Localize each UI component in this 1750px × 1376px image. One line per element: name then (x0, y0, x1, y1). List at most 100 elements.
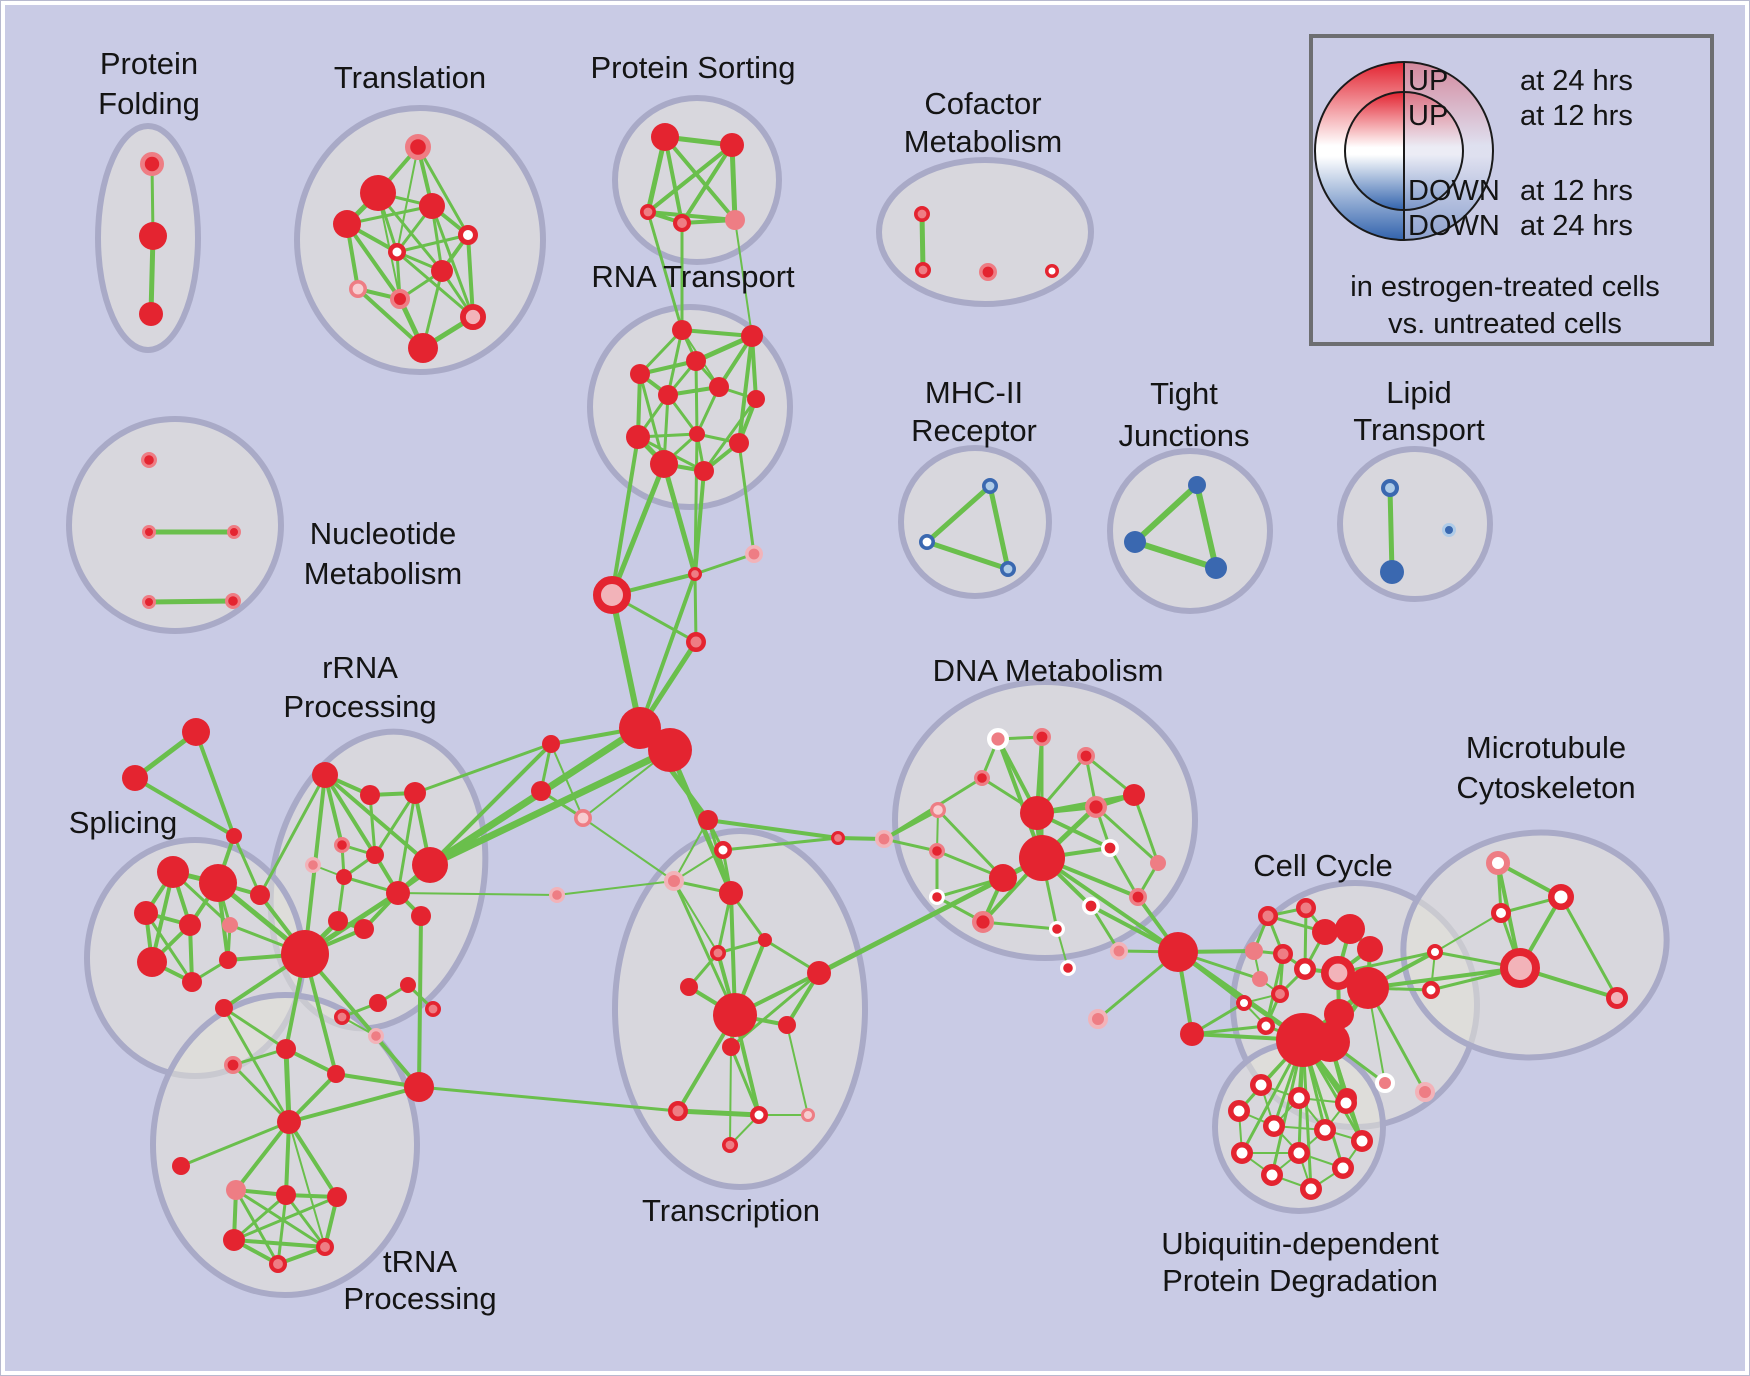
dna-node-17[interactable] (1048, 920, 1065, 937)
rna-transport-node-0[interactable] (672, 320, 692, 340)
cofactor-node-2[interactable] (978, 262, 997, 281)
connectors-node-0[interactable] (831, 831, 846, 846)
transcription-node-14[interactable] (721, 1137, 738, 1154)
rna-transport-node-10[interactable] (650, 450, 678, 478)
dna-node-20[interactable] (1059, 959, 1076, 976)
protein-sorting-node-1[interactable] (720, 133, 744, 157)
dna-node-14[interactable] (928, 888, 945, 905)
dna-node-8[interactable] (989, 864, 1017, 892)
transcription-node-9[interactable] (778, 1016, 796, 1034)
cell-cycle-node-0[interactable] (1258, 906, 1278, 926)
trna-node-1[interactable] (172, 1157, 190, 1175)
splicing-node-9[interactable] (182, 972, 202, 992)
trna-node-5[interactable] (223, 1229, 245, 1251)
transcription-node-7[interactable] (680, 978, 698, 996)
dna-node-22[interactable] (1180, 1022, 1204, 1046)
transcription-node-2[interactable] (664, 871, 684, 891)
rrna-node-21[interactable] (424, 1000, 441, 1017)
dna-node-9[interactable] (1084, 796, 1107, 819)
translation-node-8[interactable] (390, 289, 410, 309)
cofactor-node-3[interactable] (1045, 264, 1059, 278)
trna-node-7[interactable] (268, 1255, 287, 1274)
rna-transport-node-7[interactable] (626, 425, 650, 449)
hub-node-4[interactable] (619, 707, 661, 749)
dna-node-21[interactable] (1088, 1009, 1108, 1029)
microtubule-node-3[interactable] (1427, 944, 1443, 960)
ubiquitin-node-9[interactable] (1332, 1157, 1354, 1179)
translation-node-5[interactable] (388, 243, 406, 261)
lipid-node-2[interactable] (1380, 560, 1404, 584)
rrna-node-2[interactable] (404, 782, 426, 804)
transcription-node-12[interactable] (750, 1106, 768, 1124)
splicing-node-4[interactable] (199, 864, 237, 902)
transcription-node-10[interactable] (722, 1038, 740, 1056)
rrna-node-7[interactable] (386, 881, 410, 905)
cell-cycle-node-5[interactable] (1245, 942, 1263, 960)
rrna-node-14[interactable] (224, 1056, 243, 1075)
nucleotide-node-4[interactable] (225, 592, 242, 609)
rrna-node-20[interactable] (400, 977, 416, 993)
cofactor-node-0[interactable] (913, 206, 930, 223)
ubiquitin-node-5[interactable] (1314, 1119, 1336, 1141)
rna-transport-node-1[interactable] (741, 325, 763, 347)
ubiquitin-node-11[interactable] (1300, 1178, 1322, 1200)
dna-node-15[interactable] (972, 911, 995, 934)
trna-node-0[interactable] (277, 1110, 301, 1134)
nucleotide-node-0[interactable] (141, 452, 158, 469)
cell-cycle-node-13[interactable] (1324, 999, 1354, 1029)
splicing-node-0[interactable] (182, 718, 210, 746)
dna-node-5[interactable] (928, 842, 945, 859)
translation-node-3[interactable] (333, 210, 361, 238)
trna-node-2[interactable] (226, 1180, 246, 1200)
hub-node-2[interactable] (744, 544, 763, 563)
rrna-node-17[interactable] (333, 1008, 350, 1025)
rna-transport-node-2[interactable] (686, 351, 706, 371)
hub-node-5[interactable] (648, 728, 692, 772)
cell-cycle-node-2[interactable] (1312, 919, 1338, 945)
transcription-node-5[interactable] (709, 944, 726, 961)
rrna-node-10[interactable] (354, 919, 374, 939)
transcription-node-6[interactable] (807, 961, 831, 985)
cell-cycle-node-16[interactable] (1310, 1022, 1350, 1062)
dna-node-13[interactable] (1129, 887, 1148, 906)
transcription-node-1[interactable] (714, 841, 732, 859)
hub-node-0[interactable] (593, 576, 631, 614)
rrna-node-16[interactable] (404, 1072, 434, 1102)
cell-cycle-node-3[interactable] (1335, 914, 1365, 944)
microtubule-node-4[interactable] (1500, 948, 1540, 988)
ubiquitin-node-6[interactable] (1351, 1130, 1373, 1152)
transcription-node-3[interactable] (719, 881, 743, 905)
lipid-node-1[interactable] (1442, 523, 1456, 537)
protein-sorting-node-0[interactable] (651, 123, 679, 151)
protein-folding-node-0[interactable] (139, 151, 164, 176)
microtubule-node-6[interactable] (1605, 986, 1628, 1009)
rna-transport-node-3[interactable] (630, 364, 650, 384)
splicing-node-5[interactable] (134, 901, 158, 925)
ubiquitin-node-3[interactable] (1228, 1100, 1250, 1122)
rrna-node-3[interactable] (334, 836, 351, 853)
rrna-node-6[interactable] (336, 869, 352, 885)
hub-node-8[interactable] (573, 808, 592, 827)
ubiquitin-node-0[interactable] (1250, 1074, 1272, 1096)
tight-junctions-node-0[interactable] (1188, 476, 1206, 494)
rna-transport-node-4[interactable] (709, 377, 729, 397)
microtubule-node-1[interactable] (1548, 884, 1574, 910)
rrna-node-15[interactable] (327, 1065, 345, 1083)
hub-node-3[interactable] (686, 632, 706, 652)
transcription-node-13[interactable] (801, 1108, 815, 1122)
nucleotide-node-3[interactable] (142, 595, 156, 609)
splicing-node-1[interactable] (122, 765, 148, 791)
protein-sorting-node-3[interactable] (673, 213, 692, 232)
cell-cycle-node-19[interactable] (1415, 1082, 1435, 1102)
protein-folding-node-2[interactable] (139, 302, 163, 326)
dna-node-0[interactable] (987, 728, 1010, 751)
rna-transport-node-9[interactable] (729, 433, 749, 453)
cell-cycle-node-11[interactable] (1236, 995, 1252, 1011)
microtubule-node-2[interactable] (1491, 903, 1511, 923)
dna-node-18[interactable] (1110, 941, 1129, 960)
translation-node-2[interactable] (419, 193, 445, 219)
tight-junctions-node-1[interactable] (1124, 531, 1146, 553)
dna-node-1[interactable] (1033, 727, 1052, 746)
protein-sorting-node-2[interactable] (639, 204, 656, 221)
protein-sorting-node-4[interactable] (725, 210, 745, 230)
